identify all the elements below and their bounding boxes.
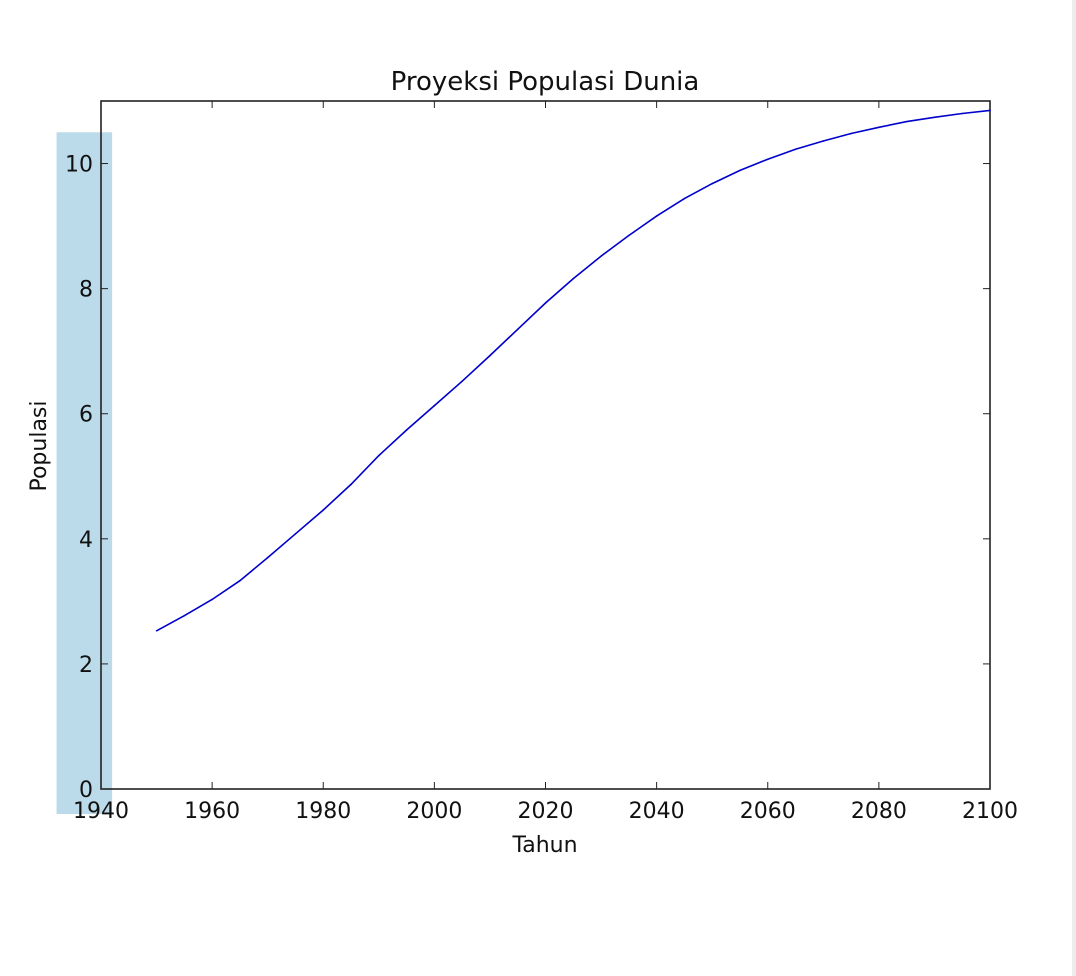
data-point bbox=[933, 116, 936, 119]
x-tick-label: 2080 bbox=[851, 799, 907, 824]
data-point bbox=[572, 277, 575, 280]
data-point bbox=[405, 429, 408, 431]
data-point bbox=[266, 556, 269, 559]
data-point bbox=[183, 614, 186, 617]
data-point bbox=[878, 126, 880, 129]
x-tick-label: 2000 bbox=[406, 799, 462, 824]
y-axis-highlight-band bbox=[56, 132, 113, 815]
data-point bbox=[794, 148, 797, 150]
data-point bbox=[239, 579, 241, 582]
x-axis-label: Tahun bbox=[511, 833, 577, 858]
x-tick-label: 2020 bbox=[518, 799, 574, 824]
data-point bbox=[322, 509, 325, 511]
chart-title: Proyeksi Populasi Dunia bbox=[391, 67, 700, 97]
data-point bbox=[655, 215, 658, 217]
y-tick-label: 4 bbox=[79, 528, 93, 553]
data-point bbox=[433, 404, 436, 407]
x-tick-label: 1960 bbox=[184, 799, 240, 824]
data-point bbox=[628, 234, 630, 237]
data-point bbox=[155, 629, 158, 632]
data-point bbox=[739, 169, 741, 172]
data-point bbox=[683, 197, 686, 200]
data-point bbox=[516, 328, 519, 331]
data-point bbox=[350, 483, 352, 486]
series-points bbox=[155, 109, 991, 632]
data-point bbox=[461, 380, 463, 383]
data-point bbox=[905, 120, 908, 123]
y-tick-label: 2 bbox=[79, 653, 93, 678]
x-tick-label: 2100 bbox=[962, 799, 1018, 824]
data-point bbox=[822, 140, 825, 142]
y-tick-label: 10 bbox=[65, 153, 93, 178]
data-point bbox=[378, 454, 380, 457]
y-tick-label: 6 bbox=[79, 403, 93, 428]
axis-ticks: 1940 1960 1980 2000 2020 2040 2060 2080 2100 0 2 4 6… bbox=[65, 101, 1018, 824]
y-axis-label: Populasi bbox=[27, 400, 52, 491]
data-point bbox=[711, 182, 713, 185]
data-point bbox=[600, 255, 602, 257]
data-point bbox=[294, 533, 297, 535]
x-tick-label: 2060 bbox=[740, 799, 796, 824]
page-edge-line bbox=[1072, 0, 1076, 976]
data-point bbox=[544, 302, 547, 304]
y-tick-label: 8 bbox=[79, 278, 93, 303]
data-point bbox=[961, 112, 964, 115]
x-tick-label: 1980 bbox=[295, 799, 351, 824]
data-point bbox=[989, 109, 991, 112]
data-point bbox=[850, 132, 852, 135]
x-tick-label: 1940 bbox=[73, 799, 129, 824]
data-point bbox=[211, 598, 213, 601]
data-point bbox=[766, 158, 769, 160]
y-tick-label: 0 bbox=[79, 778, 93, 803]
x-tick-label: 2040 bbox=[629, 799, 685, 824]
data-point bbox=[489, 354, 491, 357]
